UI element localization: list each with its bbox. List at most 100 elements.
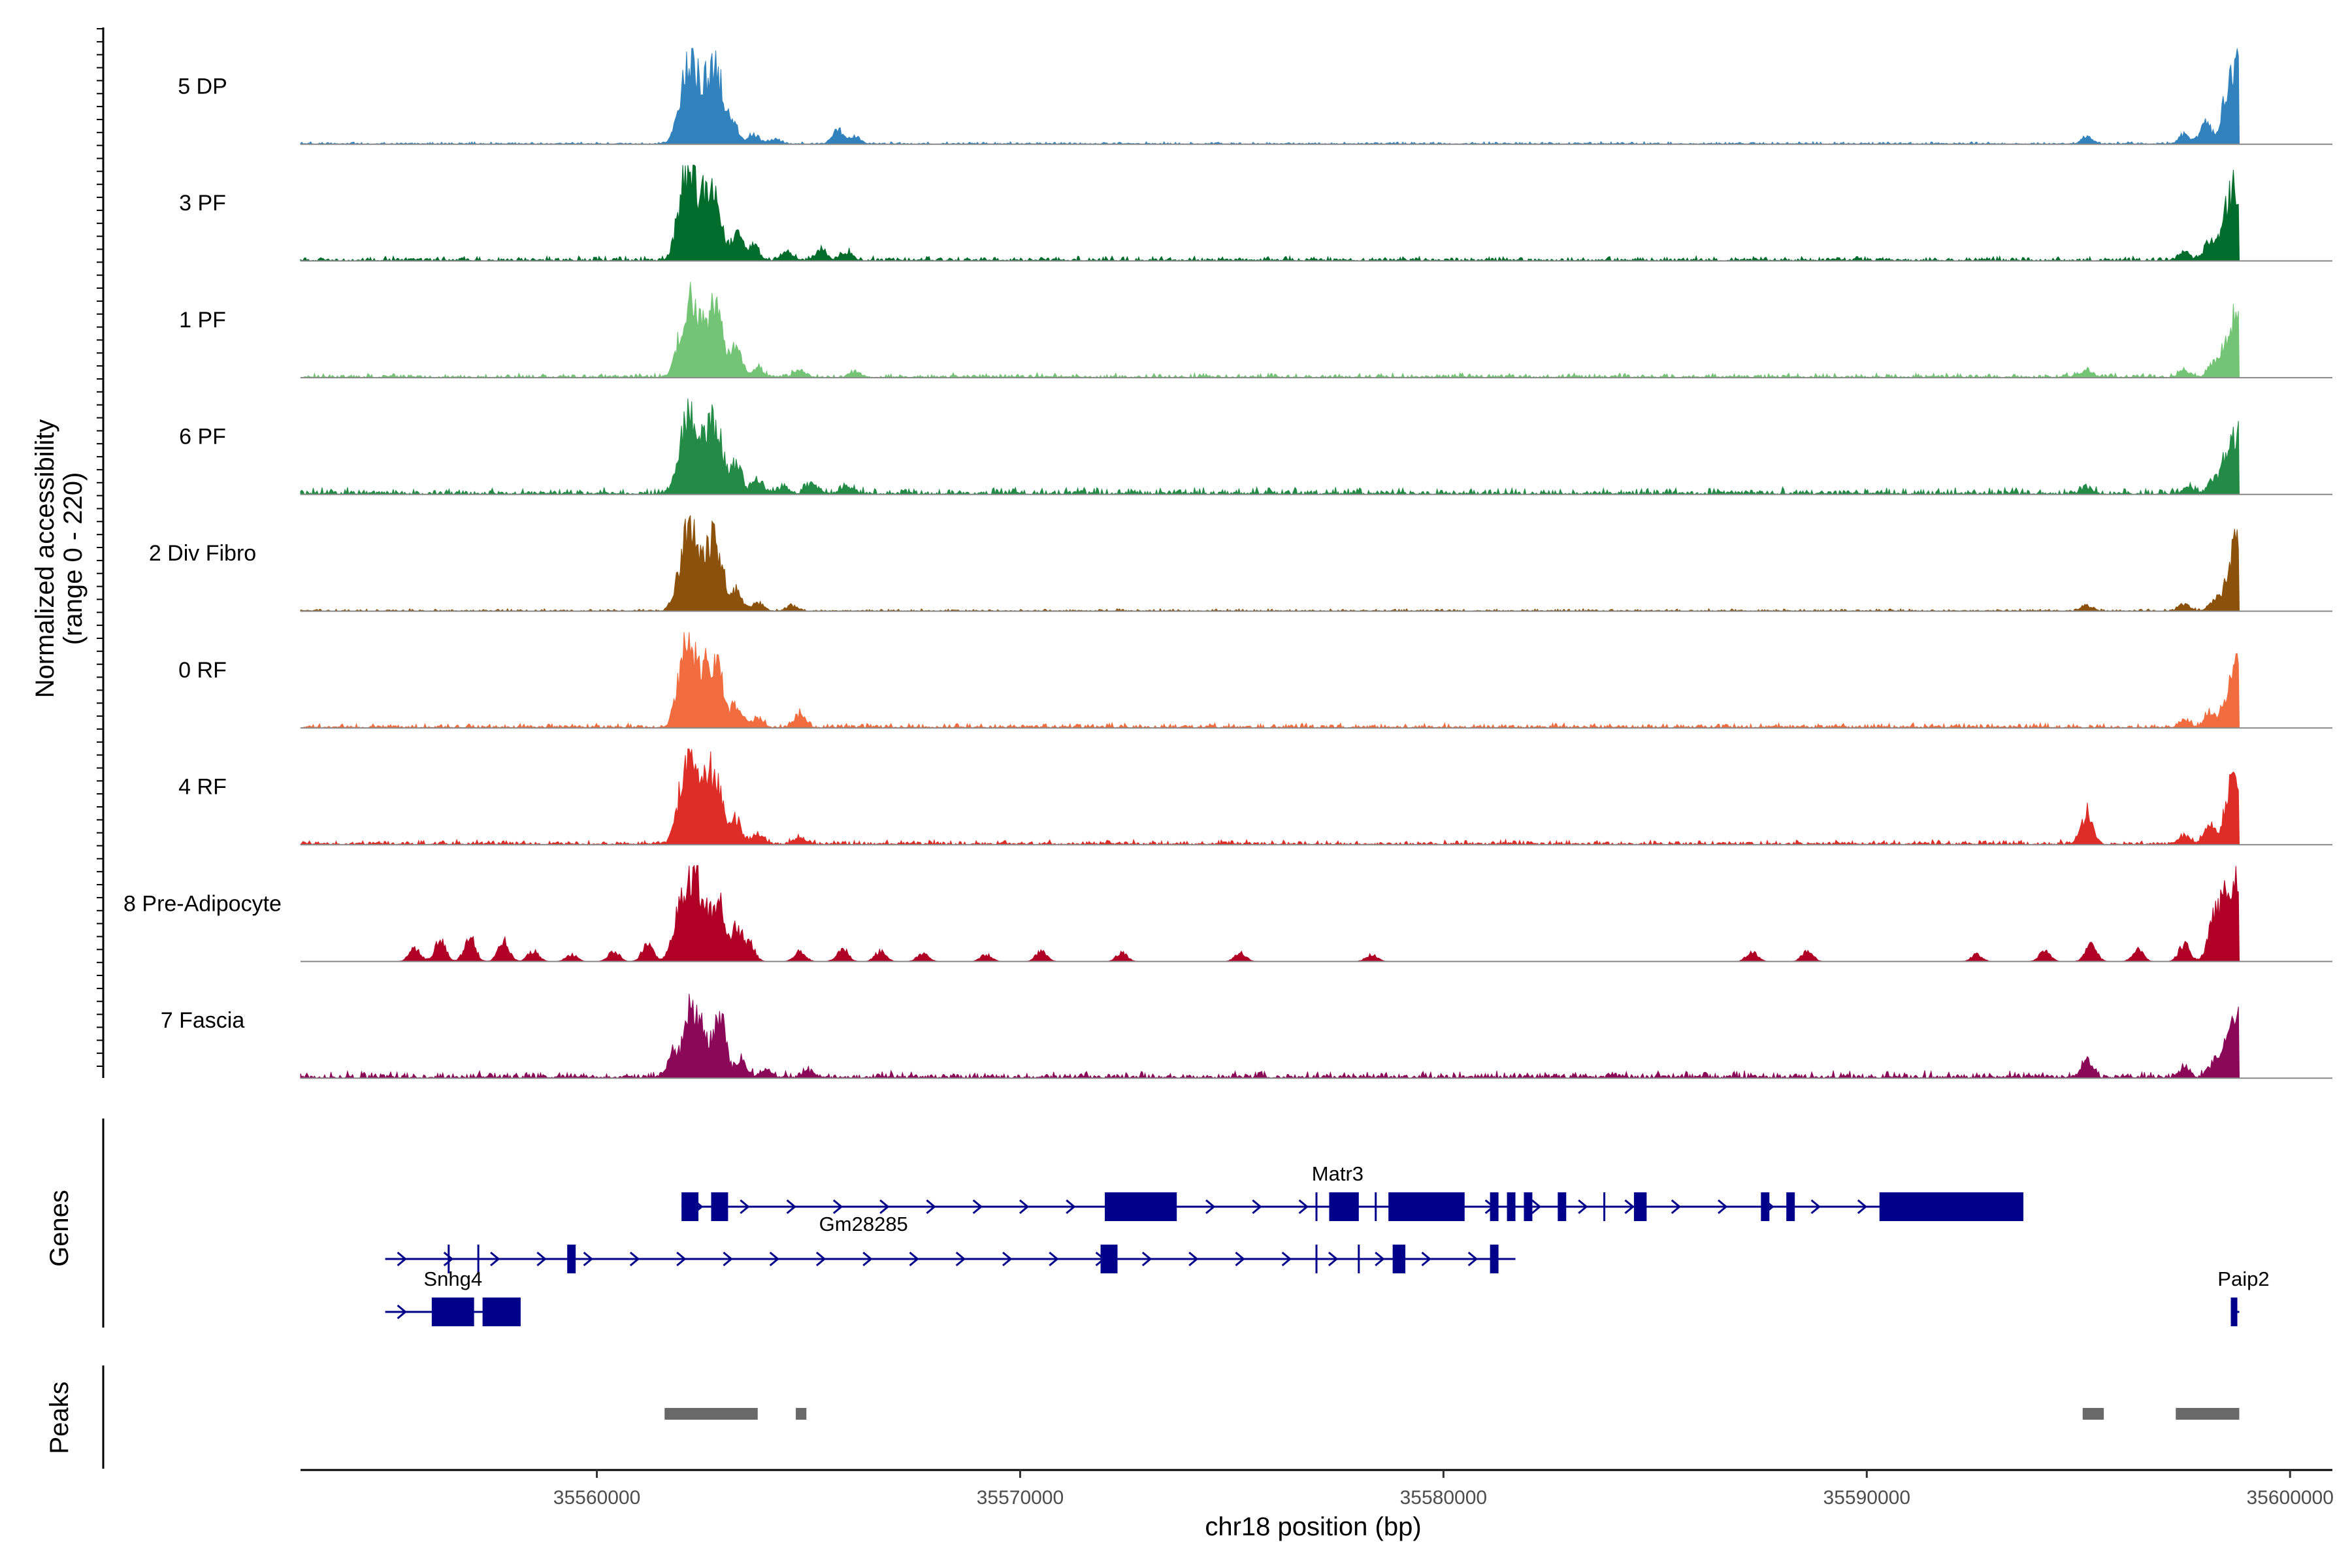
gene-matr3: Matr3	[681, 1162, 2024, 1221]
gene-label: Matr3	[1312, 1162, 1364, 1185]
exon	[1633, 1192, 1647, 1221]
exon	[1558, 1192, 1567, 1221]
coverage-area	[300, 515, 2240, 612]
genes-panel: Matr3 Gm28285 Snhg4 Paip2	[385, 1162, 2270, 1326]
strand-arrow	[1671, 1199, 1682, 1215]
track-8-pre-adipocyte: 8 Pre-Adipocyte	[123, 864, 2332, 962]
strand-arrow	[1281, 1251, 1292, 1267]
coverage-area	[301, 864, 2240, 962]
coverage-area	[300, 748, 2240, 846]
track-4-rf: 4 RF	[178, 748, 2332, 846]
x-axis-title: chr18 position (bp)	[1205, 1512, 1421, 1541]
strand-arrow	[815, 1251, 826, 1267]
exon	[1786, 1192, 1795, 1221]
strand-arrow	[1188, 1251, 1199, 1267]
track-0-rf: 0 RF	[178, 632, 2332, 729]
exon	[2230, 1298, 2238, 1326]
strand-arrow	[1718, 1199, 1728, 1215]
peak-region	[2176, 1408, 2240, 1420]
exon	[1761, 1192, 1770, 1221]
track-label: 8 Pre-Adipocyte	[123, 891, 282, 916]
x-tick-label: 35600000	[2246, 1487, 2333, 1509]
strand-arrow	[909, 1251, 919, 1267]
x-tick-label: 35580000	[1400, 1487, 1487, 1509]
track-label: 6 PF	[179, 424, 226, 449]
strand-arrow	[832, 1199, 843, 1215]
strand-arrow	[1810, 1199, 1821, 1215]
strand-arrow	[1624, 1199, 1635, 1215]
track-label: 4 RF	[178, 775, 227, 800]
strand-arrow	[397, 1304, 407, 1320]
strand-arrow	[583, 1251, 593, 1267]
y-axis-title: Normalized accessibility	[31, 419, 59, 698]
strand-arrow	[1049, 1251, 1059, 1267]
strand-arrow	[1019, 1199, 1030, 1215]
strand-arrow	[1205, 1199, 1216, 1215]
strand-arrow	[1578, 1199, 1588, 1215]
coverage-area	[300, 399, 2240, 496]
coverage-area	[300, 165, 2240, 263]
strand-arrow	[490, 1251, 500, 1267]
x-tick-label: 35590000	[1823, 1487, 1910, 1509]
strand-arrow	[1002, 1251, 1013, 1267]
exon	[681, 1192, 699, 1221]
exon	[1879, 1192, 2024, 1221]
coverage-area	[300, 48, 2240, 145]
x-tick-label: 35570000	[977, 1487, 1064, 1509]
exon	[431, 1298, 474, 1326]
coverage-area	[300, 282, 2240, 379]
exon	[1100, 1245, 1118, 1273]
gene-paip2: Paip2	[2217, 1267, 2270, 1326]
strand-arrow	[955, 1251, 966, 1267]
peak-region	[796, 1408, 807, 1420]
track-5-dp: 5 DP	[178, 48, 2332, 145]
coverage-tracks: 5 DP 3 PF 1 PF 6 PF 2 Div Fibro 0 RF 4 RF 8 Pre…	[123, 48, 2332, 1080]
track-label: 2 Div Fibro	[149, 541, 256, 566]
track-7-fascia: 7 Fascia	[161, 994, 2332, 1080]
exon	[1524, 1192, 1533, 1221]
exon	[1105, 1192, 1177, 1221]
strand-arrow	[1857, 1199, 1868, 1215]
exon	[1388, 1192, 1465, 1221]
x-tick-label: 35560000	[553, 1487, 640, 1509]
strand-arrow	[1328, 1251, 1339, 1267]
exon	[1507, 1192, 1516, 1221]
track-label: 1 PF	[179, 308, 226, 333]
exon	[1392, 1245, 1406, 1273]
strand-arrow	[1531, 1199, 1542, 1215]
track-label: 3 PF	[179, 191, 226, 216]
strand-arrow	[879, 1199, 890, 1215]
strand-arrow	[1252, 1199, 1262, 1215]
coverage-area	[300, 994, 2240, 1080]
strand-arrow	[723, 1251, 733, 1267]
peaks-panel-label: Peaks	[45, 1381, 74, 1454]
gene-snhg4: Snhg4	[385, 1267, 521, 1326]
peak-region	[664, 1408, 758, 1420]
track-3-pf: 3 PF	[179, 165, 2332, 263]
track-label: 5 DP	[178, 74, 227, 99]
track-label: 7 Fascia	[161, 1008, 245, 1033]
strand-arrow	[1467, 1251, 1478, 1267]
exon	[1329, 1192, 1359, 1221]
strand-arrow	[972, 1199, 983, 1215]
genes-panel-label: Genes	[45, 1190, 74, 1267]
strand-arrow	[1141, 1251, 1152, 1267]
strand-arrow	[443, 1251, 454, 1267]
gene-label: Snhg4	[423, 1267, 482, 1290]
exon	[482, 1298, 521, 1326]
gene-gm28285: Gm28285	[385, 1213, 1516, 1273]
y-axis-title-range: (range 0 - 220)	[59, 472, 88, 645]
strand-arrow	[926, 1199, 936, 1215]
peaks-panel	[664, 1408, 2240, 1420]
strand-arrow	[629, 1251, 640, 1267]
strand-arrow	[1298, 1199, 1309, 1215]
strand-arrow	[786, 1199, 796, 1215]
exon	[1490, 1192, 1499, 1221]
strand-arrow	[536, 1251, 547, 1267]
exon	[567, 1245, 576, 1273]
peak-region	[2082, 1408, 2104, 1420]
strand-arrow	[769, 1251, 780, 1267]
gene-label: Gm28285	[819, 1213, 908, 1235]
strand-arrow	[1235, 1251, 1245, 1267]
